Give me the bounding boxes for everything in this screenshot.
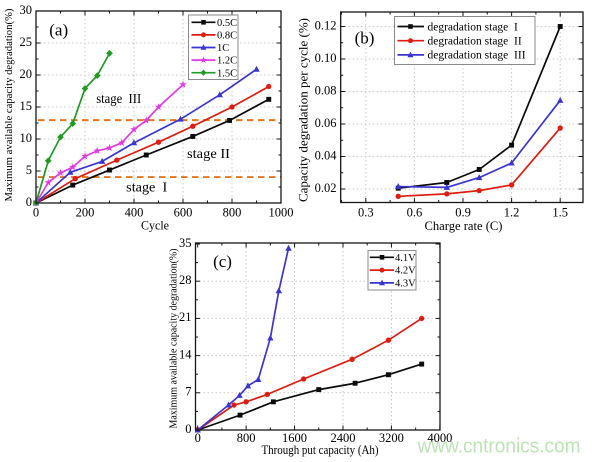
svg-text:Charge rate (C): Charge rate (C) bbox=[425, 218, 503, 233]
svg-text:(a): (a) bbox=[49, 21, 68, 40]
svg-text:1.5C: 1.5C bbox=[217, 68, 237, 79]
svg-text:stage II: stage II bbox=[187, 147, 230, 162]
svg-text:20: 20 bbox=[20, 67, 33, 81]
svg-text:10: 10 bbox=[20, 131, 33, 145]
svg-text:30: 30 bbox=[20, 3, 33, 17]
svg-text:0: 0 bbox=[195, 431, 201, 445]
svg-text:0.08: 0.08 bbox=[315, 84, 337, 98]
svg-text:Maximum available capacity deg: Maximum available capacity degradation(%… bbox=[3, 8, 15, 201]
svg-text:1000: 1000 bbox=[269, 206, 294, 220]
svg-text:200: 200 bbox=[76, 206, 95, 220]
svg-text:0: 0 bbox=[33, 206, 39, 220]
svg-text:Through put capacity (Ah): Through put capacity (Ah) bbox=[262, 442, 379, 457]
svg-text:(c): (c) bbox=[213, 252, 232, 271]
svg-text:0.04: 0.04 bbox=[315, 149, 338, 163]
svg-text:degradation stage I: degradation stage I bbox=[428, 21, 519, 33]
svg-text:15: 15 bbox=[20, 99, 33, 113]
svg-text:www.cntronics.com: www.cntronics.com bbox=[417, 435, 581, 458]
svg-text:Maximum available capacity deg: Maximum available capacity degradation(%… bbox=[168, 248, 180, 428]
svg-text:28: 28 bbox=[179, 273, 192, 287]
svg-text:35: 35 bbox=[179, 236, 192, 250]
svg-text:1.2: 1.2 bbox=[504, 206, 520, 220]
svg-text:3200: 3200 bbox=[379, 431, 404, 445]
svg-text:1.5: 1.5 bbox=[552, 206, 568, 220]
svg-text:400: 400 bbox=[125, 206, 144, 220]
svg-text:600: 600 bbox=[174, 206, 193, 220]
svg-text:degradation stage II: degradation stage II bbox=[428, 36, 522, 48]
svg-text:1600: 1600 bbox=[282, 431, 307, 445]
svg-text:4000: 4000 bbox=[427, 431, 452, 445]
svg-text:800: 800 bbox=[237, 431, 256, 445]
svg-text:0: 0 bbox=[26, 195, 32, 209]
svg-text:1.2C: 1.2C bbox=[217, 56, 237, 67]
svg-text:0.10: 0.10 bbox=[315, 51, 337, 65]
svg-text:(b): (b) bbox=[355, 29, 375, 48]
svg-text:0.12: 0.12 bbox=[315, 19, 337, 33]
svg-text:0.02: 0.02 bbox=[315, 181, 337, 195]
svg-text:25: 25 bbox=[20, 35, 33, 49]
svg-text:stage I: stage I bbox=[126, 181, 167, 196]
svg-text:0.8C: 0.8C bbox=[217, 31, 237, 42]
svg-text:800: 800 bbox=[223, 206, 242, 220]
svg-text:1C: 1C bbox=[217, 43, 229, 54]
svg-text:2400: 2400 bbox=[330, 431, 355, 445]
svg-text:Cycle: Cycle bbox=[141, 218, 169, 233]
svg-text:14: 14 bbox=[179, 347, 192, 361]
svg-text:4.3V: 4.3V bbox=[395, 279, 416, 290]
svg-text:4.2V: 4.2V bbox=[395, 266, 416, 277]
svg-text:0.06: 0.06 bbox=[315, 116, 337, 130]
svg-text:stage III: stage III bbox=[96, 92, 141, 107]
svg-text:5: 5 bbox=[26, 163, 32, 177]
svg-text:0.3: 0.3 bbox=[358, 206, 374, 220]
svg-text:21: 21 bbox=[179, 310, 192, 324]
svg-text:Capacity degradation per cycle: Capacity degradation per cycle (%) bbox=[297, 18, 311, 202]
svg-text:7: 7 bbox=[185, 385, 191, 399]
svg-text:4.1V: 4.1V bbox=[395, 253, 416, 264]
svg-text:0.5C: 0.5C bbox=[217, 18, 237, 29]
svg-text:0.9: 0.9 bbox=[455, 206, 471, 220]
svg-text:0: 0 bbox=[185, 422, 191, 436]
svg-text:0.6: 0.6 bbox=[407, 206, 423, 220]
svg-text:degradation stage III: degradation stage III bbox=[428, 50, 526, 62]
